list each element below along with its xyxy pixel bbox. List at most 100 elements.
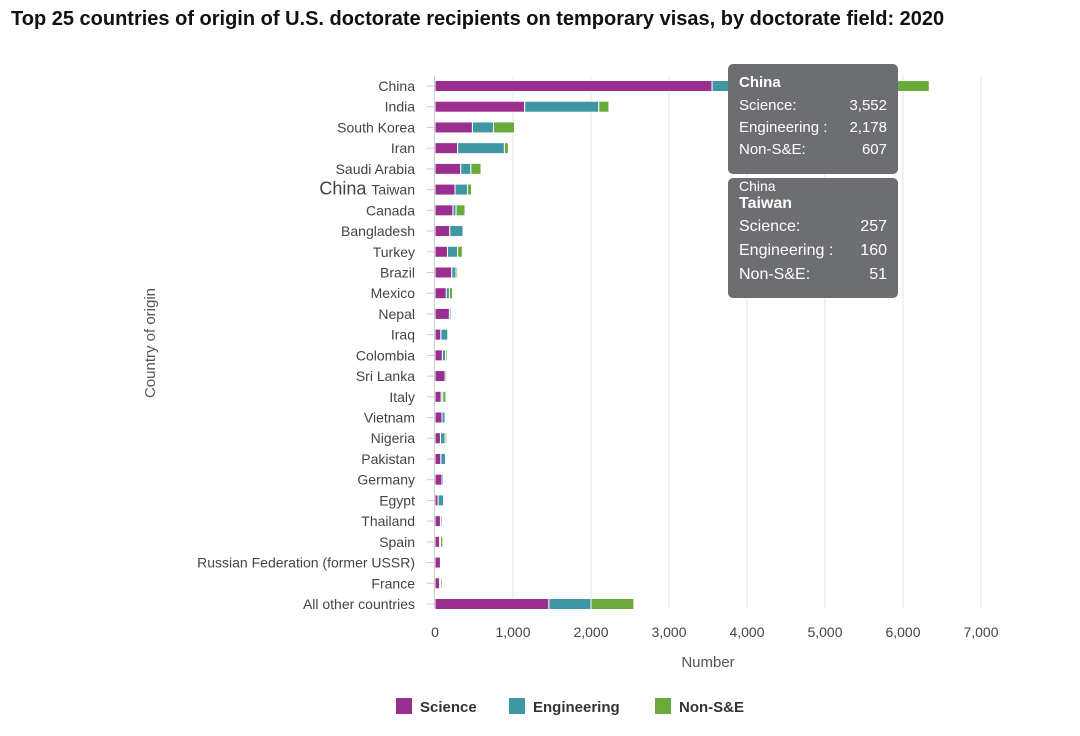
x-tick-label: 3,000 <box>651 624 686 640</box>
legend-swatch-non_se <box>655 698 671 714</box>
y-tick-label: Pakistan <box>361 451 415 467</box>
bar-science <box>434 204 454 217</box>
y-tick-label: France <box>371 575 415 591</box>
bar-science <box>434 370 446 383</box>
chart-title: Top 25 countries of origin of U.S. docto… <box>11 8 945 30</box>
y-tick-label: Egypt <box>379 492 415 508</box>
bar-engineering <box>446 245 459 258</box>
tooltip-row-non-se: Non-S&E: 51 <box>739 263 887 287</box>
bar-non_se <box>442 390 447 403</box>
bar-science <box>434 535 441 548</box>
bar-engineering <box>460 162 472 175</box>
y-tick-label: All other countries <box>303 596 415 612</box>
x-tick-label: 4,000 <box>729 624 764 640</box>
legend-label-engineering: Engineering <box>533 699 620 716</box>
y-tick-label: Vietnam <box>364 410 415 426</box>
bar-engineering <box>457 142 505 155</box>
bar-non_se <box>448 287 454 300</box>
x-tick-label: 1,000 <box>495 624 530 640</box>
bar-engineering <box>524 100 600 113</box>
y-tick-label: India <box>385 99 416 115</box>
x-tick-label: 6,000 <box>885 624 920 640</box>
y-tick-label: Germany <box>357 472 415 488</box>
y-tick-label: South Korea <box>337 119 415 135</box>
y-tick-label: Nepal <box>378 306 415 322</box>
bar-non_se <box>445 349 448 362</box>
bar-science <box>434 432 441 445</box>
bar-engineering <box>449 225 464 238</box>
x-axis-title: Number <box>681 654 734 671</box>
y-tick-label: Russian Federation (former USSR) <box>197 555 415 571</box>
y-tick-label: Mexico <box>371 285 416 301</box>
tooltip-value: 51 <box>869 266 887 283</box>
x-tick-label: 7,000 <box>963 624 998 640</box>
bar-engineering <box>451 266 457 279</box>
legend-swatch-science <box>396 698 412 714</box>
bar-engineering <box>440 328 449 341</box>
bar-engineering <box>440 452 447 465</box>
bar-science <box>434 225 451 238</box>
bar-non_se <box>467 183 473 196</box>
tooltip-row-science: Science: 3,552 <box>739 95 887 117</box>
y-tick-label: Nigeria <box>371 430 416 446</box>
y-tick-label: Brazil <box>380 264 415 280</box>
tooltip-title: China <box>739 74 781 91</box>
tooltip-label: Science: <box>739 218 801 235</box>
bar-science <box>434 349 443 362</box>
y-tick-label: Saudi Arabia <box>336 161 416 177</box>
bar-science <box>434 80 713 92</box>
bar-science <box>434 162 462 175</box>
tooltip-label: Science: <box>739 97 797 114</box>
tooltip-label: Non-S&E: <box>739 266 811 283</box>
bar-science <box>434 142 459 155</box>
bar-science <box>434 452 442 465</box>
tooltip-title: Taiwan <box>739 195 793 212</box>
bar-science <box>434 328 442 341</box>
bar-science <box>434 266 453 279</box>
bar-science <box>434 515 441 528</box>
bar-science <box>434 577 441 590</box>
bar-non_se <box>470 162 482 175</box>
bar-science <box>434 390 442 403</box>
legend-swatch-engineering <box>509 698 525 714</box>
y-tick-label: Spain <box>379 534 415 550</box>
x-tick-label: 0 <box>431 624 439 640</box>
x-axis: 0 1,000 2,000 3,000 4,000 5,000 6,000 7,000 <box>431 624 999 640</box>
bar-engineering <box>454 183 469 196</box>
y-axis: China India South Korea Iran Saudi Arabia Chi… <box>197 76 435 612</box>
tooltip-china: China Science: 3,552 Engineering : 2,178… <box>728 64 898 174</box>
bar-science <box>434 307 450 320</box>
bar-science <box>434 245 448 258</box>
y-tick-label: Canada <box>366 202 415 218</box>
bar-science <box>434 100 526 113</box>
bar-non_se <box>439 577 443 590</box>
y-tick-label: Bangladesh <box>341 223 415 239</box>
tooltip-label: Engineering : <box>739 242 834 259</box>
tooltip-value: 160 <box>860 242 887 259</box>
y-tick-label: Iraq <box>391 327 415 343</box>
bar-non_se <box>455 204 466 217</box>
tooltip-row-engineering: Engineering : 160 <box>739 239 887 263</box>
tooltip-label: Non-S&E: <box>739 141 806 158</box>
tooltip-prefix: China <box>739 178 776 194</box>
tooltip-value: 2,178 <box>849 119 887 136</box>
bar-science <box>434 183 456 196</box>
tooltip-value: 607 <box>861 141 887 158</box>
bar-science <box>434 411 443 424</box>
tooltip-row-non-se: Non-S&E: 607 <box>739 139 887 161</box>
bar-engineering <box>437 494 445 507</box>
tooltip-row-engineering: Engineering : 2,178 <box>739 117 887 139</box>
y-tick-label: Italy <box>389 389 415 405</box>
bar-non_se <box>493 121 516 134</box>
legend: Science Engineering Non-S&E <box>396 698 744 716</box>
bar-engineering <box>471 121 495 134</box>
legend-label-science: Science <box>420 699 477 716</box>
bar-non_se <box>439 535 444 548</box>
legend-label-non_se: Non-S&E <box>679 699 744 716</box>
tooltip-row-science: Science: 257 <box>739 215 887 239</box>
bar-engineering <box>548 598 592 610</box>
y-tick-label: Turkey <box>373 244 415 260</box>
bar-non_se <box>503 142 509 155</box>
